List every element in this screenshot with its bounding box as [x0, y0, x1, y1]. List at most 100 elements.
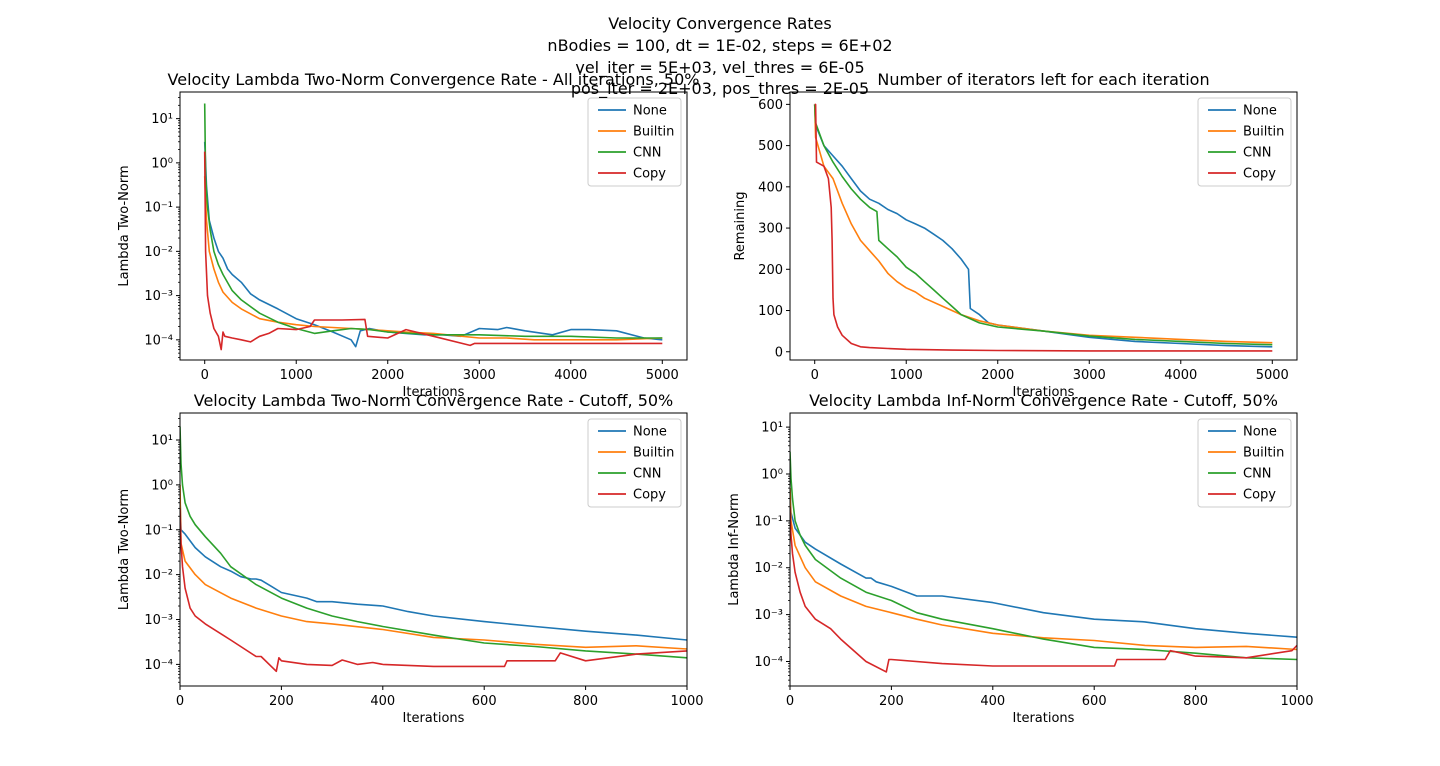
y-tick-label: 10⁻⁴	[144, 658, 173, 673]
legend-label: Copy	[633, 488, 666, 503]
series-line-none	[180, 498, 687, 641]
legend-label: Copy	[1243, 488, 1276, 503]
y-tick-label: 10⁻³	[144, 613, 173, 628]
x-tick-label: 4000	[1164, 368, 1197, 383]
x-tick-label: 5000	[1256, 368, 1289, 383]
x-tick-label: 4000	[554, 368, 587, 383]
suptitle-line: Velocity Convergence Rates	[608, 14, 831, 33]
suptitle-line: pos_iter = 2E+03, pos_thres = 2E-05	[571, 79, 869, 99]
y-tick-label: 500	[758, 139, 783, 154]
series-line-copy	[790, 506, 1297, 673]
series-line-builtin	[203, 176, 663, 341]
subplot: 0 200 400 600 800 1000 10⁻⁴ 10⁻³ 10⁻² 10⁻¹ 10⁰ 10¹ V…	[727, 391, 1314, 726]
series-line-copy	[180, 508, 687, 673]
axes-frame	[789, 91, 1298, 361]
y-tick-label: 10⁻²	[144, 568, 173, 583]
series-line-copy	[203, 151, 663, 351]
subplot-title: Velocity Lambda Two-Norm Convergence Rat…	[194, 391, 674, 410]
series-line-cnn	[790, 451, 1297, 661]
series-line-builtin	[790, 488, 1297, 651]
x-tick-label: 1000	[1280, 694, 1313, 709]
legend: None Builtin CNN Copy	[1197, 418, 1292, 508]
subplot-title: Velocity Lambda Inf-Norm Convergence Rat…	[809, 391, 1278, 410]
x-tick-label: 0	[786, 694, 794, 709]
x-tick-label: 0	[176, 694, 184, 709]
legend-label: Builtin	[633, 125, 674, 140]
y-tick-label: 10⁻¹	[754, 514, 783, 529]
x-tick-label: 400	[980, 694, 1005, 709]
x-tick-label: 3000	[1073, 368, 1106, 383]
x-tick-label: 200	[879, 694, 904, 709]
x-tick-label: 1000	[890, 368, 923, 383]
y-tick-label: 10⁻²	[754, 561, 783, 576]
x-tick-label: 800	[1183, 694, 1208, 709]
y-tick-label: 100	[758, 304, 783, 319]
y-tick-label: 600	[758, 98, 783, 113]
legend-label: Builtin	[1243, 125, 1284, 140]
figure-suptitle: Velocity Convergence Rates nBodies = 100…	[547, 14, 892, 99]
series-line-none	[790, 488, 1297, 638]
x-tick-label: 0	[811, 368, 819, 383]
legend-label: CNN	[633, 467, 662, 482]
x-tick-label: 0	[201, 368, 209, 383]
legend-label: CNN	[1243, 467, 1272, 482]
y-tick-label: 10⁻³	[144, 289, 173, 304]
y-axis-label: Lambda Inf-Norm	[727, 493, 742, 606]
y-tick-label: 10¹	[151, 434, 173, 449]
x-axis-label: Iterations	[1013, 711, 1075, 726]
legend-label: CNN	[1243, 146, 1272, 161]
y-tick-label: 10⁻¹	[144, 201, 173, 216]
y-tick-label: 10¹	[151, 112, 173, 127]
legend: None Builtin CNN Copy	[1197, 97, 1292, 187]
y-tick-label: 10⁰	[151, 156, 173, 171]
legend: None Builtin CNN Copy	[587, 418, 682, 508]
x-axis-label: Iterations	[1013, 385, 1075, 400]
subplot: 0 1000 2000 3000 4000 5000 10⁻⁴ 10⁻³ 10⁻² 10⁻¹ 10⁰…	[117, 70, 699, 400]
x-tick-label: 400	[370, 694, 395, 709]
y-tick-label: 400	[758, 180, 783, 195]
legend-label: Builtin	[633, 446, 674, 461]
y-axis-label: Lambda Two-Norm	[117, 489, 132, 610]
subplot-title: Velocity Lambda Two-Norm Convergence Rat…	[168, 70, 700, 89]
y-tick-label: 200	[758, 263, 783, 278]
x-tick-label: 5000	[646, 368, 679, 383]
series-line-builtin	[180, 484, 687, 650]
axes-frame	[179, 412, 688, 687]
legend-box	[1197, 418, 1292, 508]
series-group	[813, 103, 1273, 352]
y-tick-label: 10⁰	[761, 467, 783, 482]
legend-label: None	[633, 425, 667, 440]
legend-box	[1197, 97, 1292, 187]
legend-label: Copy	[1243, 167, 1276, 182]
y-tick-label: 10⁻⁴	[144, 333, 173, 348]
subplot: 0 200 400 600 800 1000 10⁻⁴ 10⁻³ 10⁻² 10⁻¹ 10⁰ 10¹ V…	[117, 391, 704, 726]
legend-label: CNN	[633, 146, 662, 161]
subplot-title: Number of iterators left for each iterat…	[877, 70, 1209, 89]
legend-box	[587, 97, 682, 187]
y-tick-label: 300	[758, 222, 783, 237]
x-tick-label: 200	[269, 694, 294, 709]
y-tick-label: 10⁻³	[754, 608, 783, 623]
x-tick-label: 800	[573, 694, 598, 709]
series-line-cnn	[180, 426, 687, 659]
x-tick-label: 600	[472, 694, 497, 709]
series-group	[180, 426, 687, 673]
series-group	[203, 103, 663, 351]
legend-label: None	[1243, 425, 1277, 440]
y-tick-label: 10⁻²	[144, 245, 173, 260]
legend-box	[587, 418, 682, 508]
legend-label: None	[633, 104, 667, 119]
y-tick-label: 10⁻⁴	[754, 655, 783, 670]
series-line-copy	[814, 103, 1273, 352]
x-tick-label: 1000	[280, 368, 313, 383]
series-line-cnn	[203, 103, 663, 339]
suptitle-line: nBodies = 100, dt = 1E-02, steps = 6E+02	[547, 36, 892, 55]
series-group	[790, 451, 1297, 673]
suptitle-line: vel_iter = 5E+03, vel_thres = 6E-05	[575, 58, 864, 78]
y-axis-label: Lambda Two-Norm	[117, 165, 132, 286]
subplot: 0 1000 2000 3000 4000 5000 0 100 200 300 400 500 600…	[733, 70, 1298, 400]
x-axis-label: Iterations	[403, 711, 465, 726]
x-tick-label: 1000	[670, 694, 703, 709]
x-tick-label: 3000	[463, 368, 496, 383]
